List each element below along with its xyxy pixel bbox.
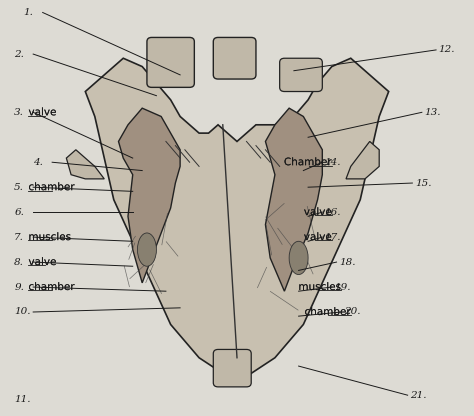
Text: 8.: 8. (14, 258, 24, 267)
Text: 16.: 16. (325, 208, 341, 217)
Text: Chamber: Chamber (284, 157, 332, 167)
FancyBboxPatch shape (213, 349, 251, 387)
Text: 6.: 6. (14, 208, 24, 217)
PathPatch shape (346, 141, 379, 179)
Text: 3.: 3. (14, 108, 24, 117)
Text: 13.: 13. (424, 108, 441, 117)
PathPatch shape (85, 58, 389, 383)
Ellipse shape (289, 241, 308, 275)
Text: 10.: 10. (14, 307, 31, 317)
Text: valve: valve (28, 107, 56, 117)
Text: valve: valve (304, 232, 332, 242)
Text: 11.: 11. (14, 395, 31, 404)
FancyBboxPatch shape (213, 37, 256, 79)
Text: muscles: muscles (28, 232, 71, 242)
FancyBboxPatch shape (280, 58, 322, 92)
Ellipse shape (137, 233, 156, 266)
Text: 4.: 4. (33, 158, 43, 167)
Text: 7.: 7. (14, 233, 24, 242)
Text: valve: valve (304, 207, 332, 217)
Text: 14.: 14. (325, 158, 341, 167)
Text: 5.: 5. (14, 183, 24, 192)
PathPatch shape (265, 108, 322, 291)
Text: muscles: muscles (299, 282, 341, 292)
PathPatch shape (66, 150, 104, 179)
Text: 21.: 21. (410, 391, 427, 400)
Text: 2.: 2. (14, 50, 24, 59)
Text: chamber: chamber (304, 307, 351, 317)
PathPatch shape (118, 108, 180, 283)
Text: 9.: 9. (14, 282, 24, 292)
Text: valve: valve (28, 257, 56, 267)
Text: 18.: 18. (339, 258, 356, 267)
Text: 17.: 17. (325, 233, 341, 242)
FancyBboxPatch shape (147, 37, 194, 87)
Text: chamber: chamber (28, 182, 75, 192)
Text: 12.: 12. (438, 45, 455, 54)
Text: 15.: 15. (415, 178, 431, 188)
Text: 20.: 20. (344, 307, 360, 317)
Text: 19.: 19. (334, 282, 351, 292)
Text: 1.: 1. (24, 8, 34, 17)
Text: chamber: chamber (28, 282, 75, 292)
